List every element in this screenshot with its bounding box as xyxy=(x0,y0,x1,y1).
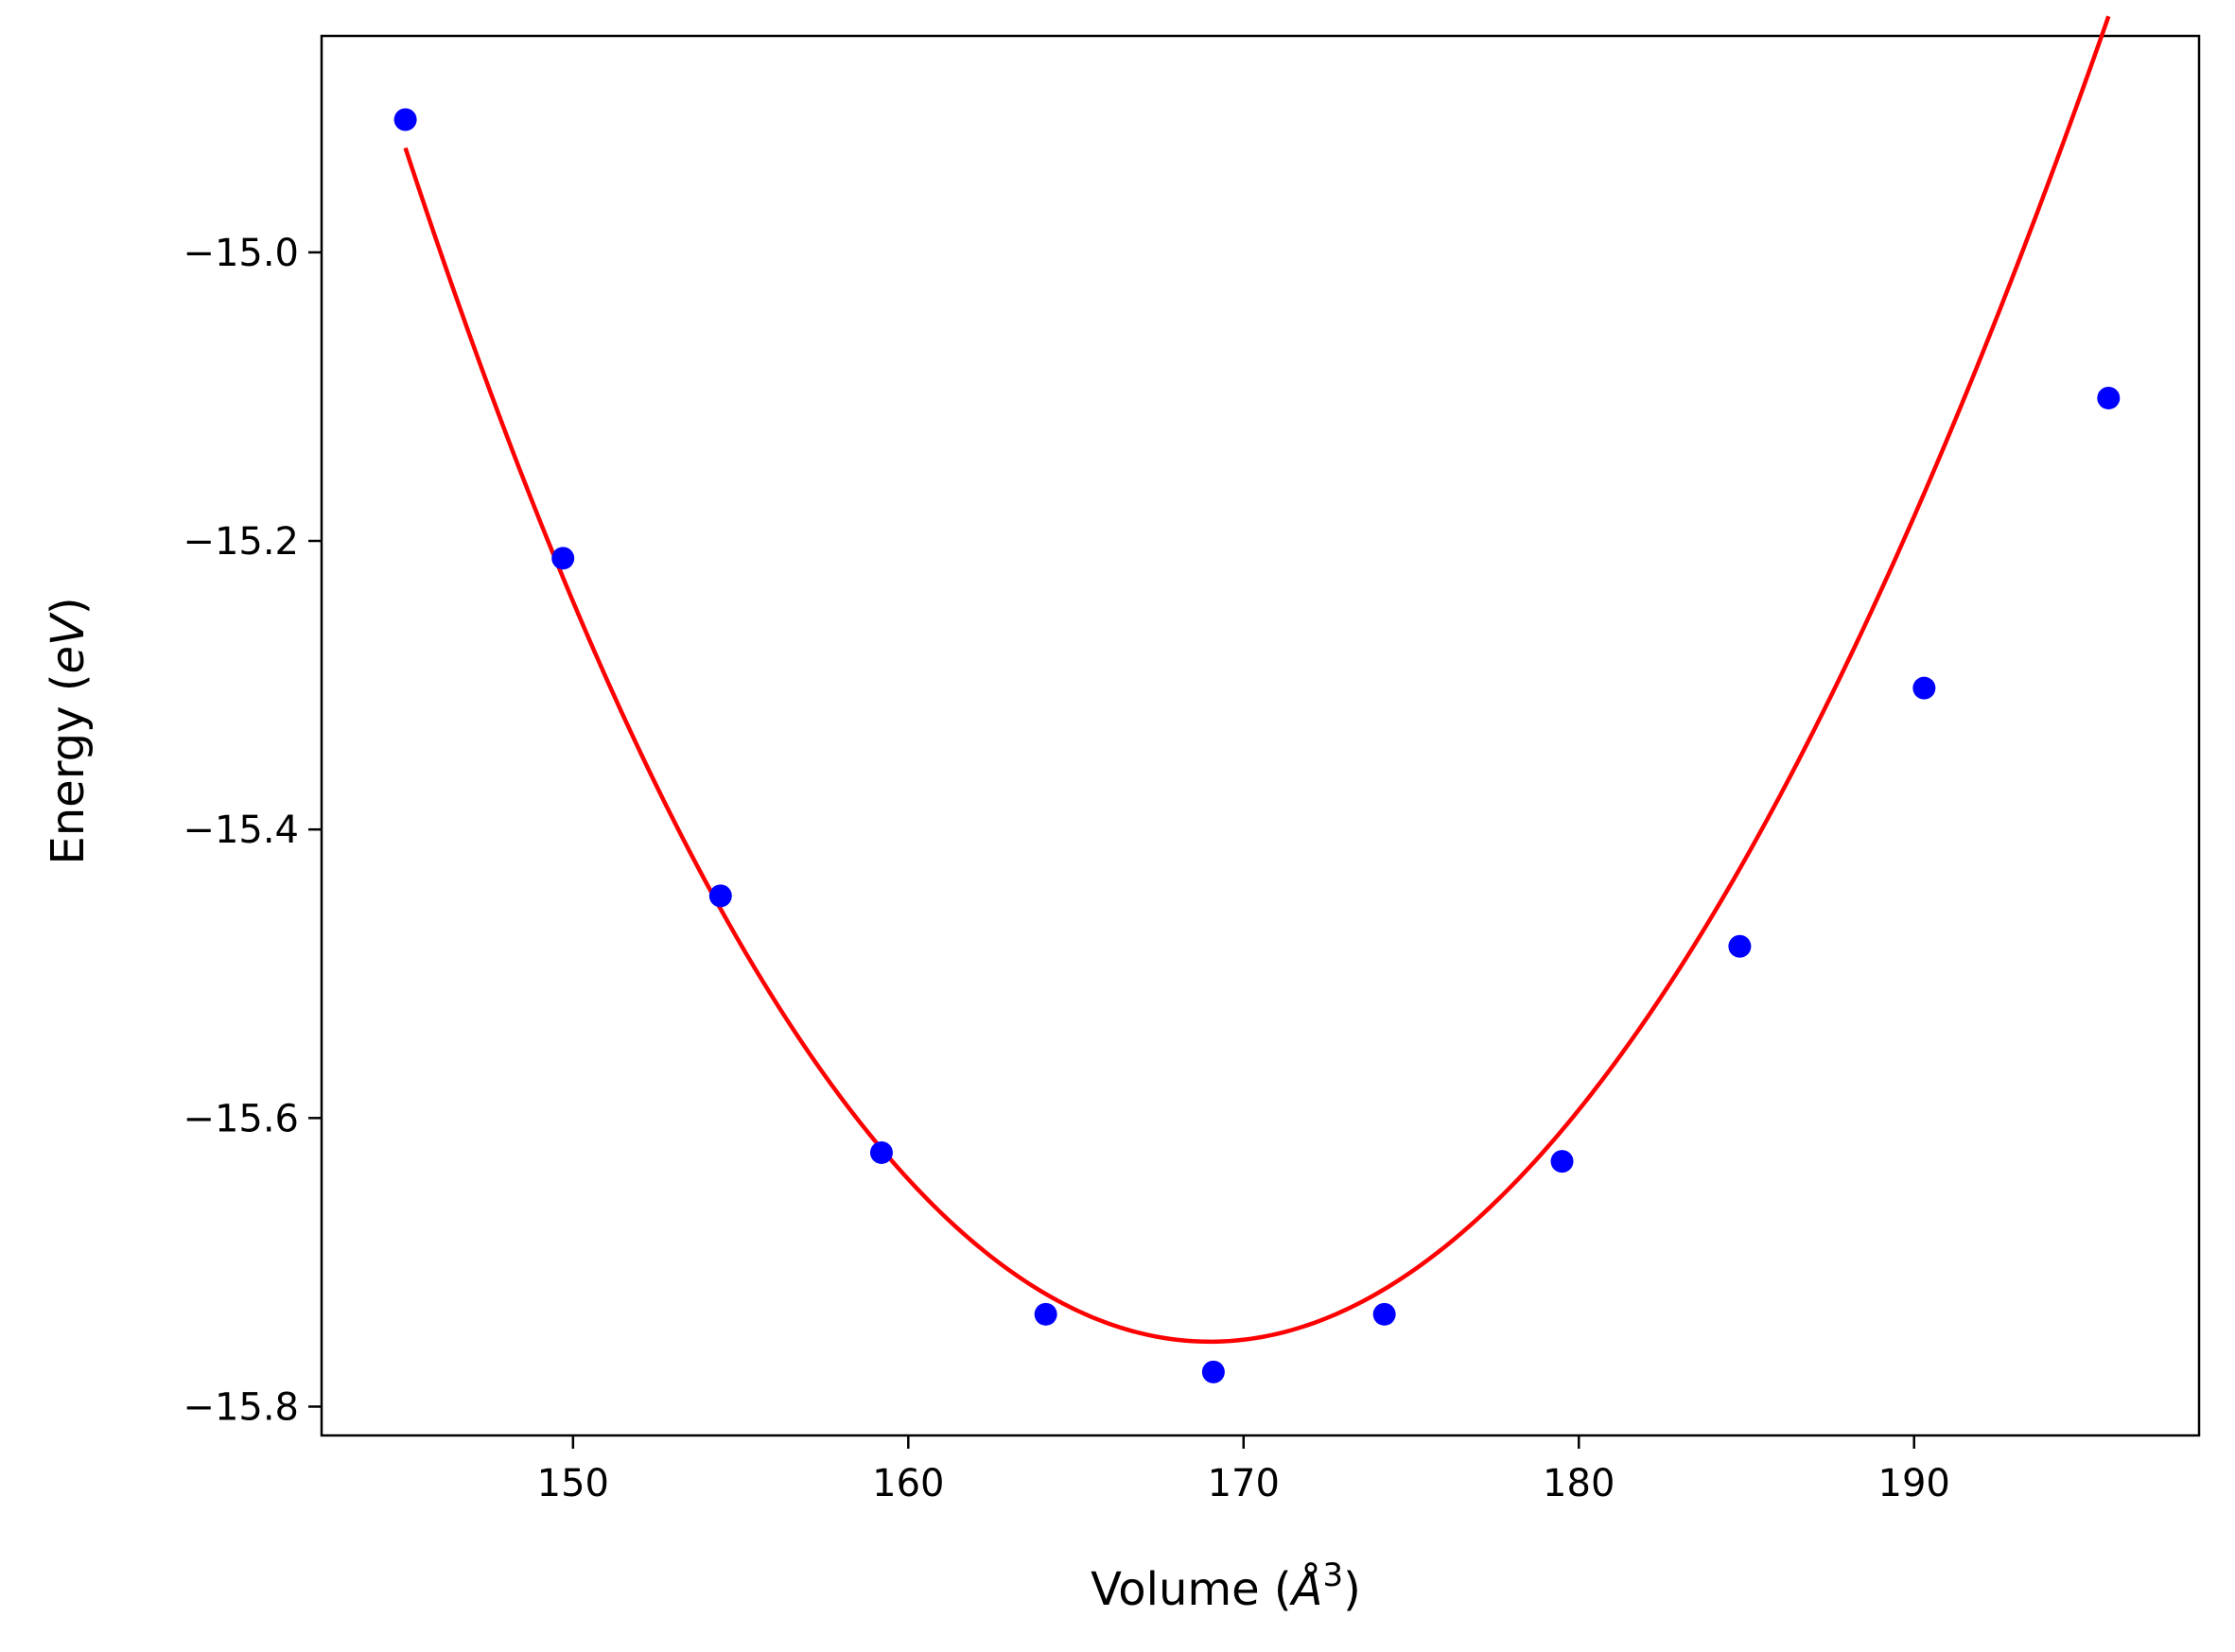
data-point xyxy=(551,547,575,570)
data-point xyxy=(393,108,417,131)
data-points-layer xyxy=(393,108,2121,1383)
data-point xyxy=(869,1140,893,1164)
fit-curve-line xyxy=(403,15,2111,1345)
x-axis-label: Volume (Å3) xyxy=(1091,1556,1361,1616)
x-tick-label: 150 xyxy=(537,1462,609,1505)
x-tick-label: 180 xyxy=(1543,1462,1615,1505)
data-point xyxy=(1201,1360,1225,1383)
x-tick-label: 160 xyxy=(872,1462,944,1505)
data-point xyxy=(708,884,732,908)
axes-spines xyxy=(320,34,2201,1437)
x-tick-label: 170 xyxy=(1208,1462,1280,1505)
y-tick-label: −15.8 xyxy=(183,1385,299,1429)
x-axis-ticks: 150 160 170 180 190 xyxy=(537,1435,1950,1505)
fit-curve-layer xyxy=(403,15,2111,1345)
data-point xyxy=(1034,1302,1057,1326)
y-tick-label: −15.4 xyxy=(183,809,299,852)
data-point xyxy=(1372,1302,1396,1326)
y-tick-label: −15.0 xyxy=(183,232,299,275)
data-point xyxy=(1550,1150,1574,1174)
y-axis-ticks: −15.8 −15.6 −15.4 −15.2 −15.0 xyxy=(183,232,322,1429)
data-point xyxy=(1728,934,1752,958)
axes-frame xyxy=(320,34,2201,1437)
data-point xyxy=(2097,386,2121,409)
x-tick-label: 190 xyxy=(1878,1462,1950,1505)
data-point xyxy=(1912,676,1936,700)
y-tick-label: −15.6 xyxy=(183,1097,299,1140)
y-axis-label: Energy (eV) xyxy=(42,597,95,864)
y-tick-label: −15.2 xyxy=(183,520,299,564)
